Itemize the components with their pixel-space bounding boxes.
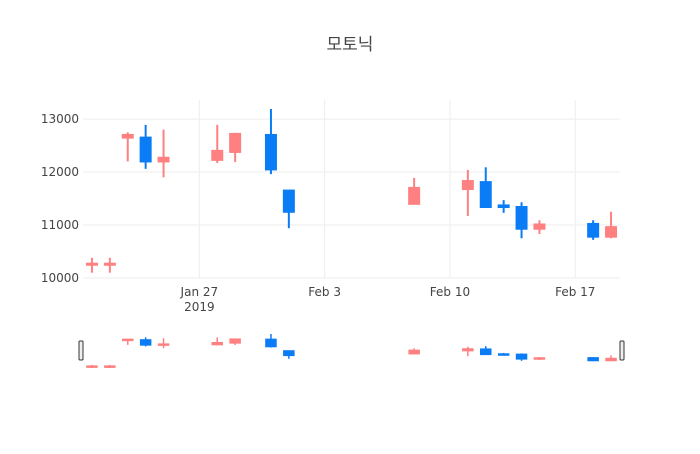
candle-body xyxy=(282,189,295,213)
range-slider xyxy=(83,332,620,370)
candle-body xyxy=(211,149,224,161)
x-tick-label-line: Feb 3 xyxy=(308,285,341,299)
x-tick-label-line: 2019 xyxy=(184,300,215,314)
candle-body xyxy=(480,348,492,356)
candle-body xyxy=(229,132,242,153)
range-handle[interactable] xyxy=(619,340,625,361)
candle-body xyxy=(283,350,295,357)
candle-body xyxy=(533,357,546,360)
range-handle[interactable] xyxy=(78,340,84,361)
candle-body xyxy=(497,353,510,356)
x-tick-label: Feb 10 xyxy=(430,285,470,299)
candle-body xyxy=(264,133,277,171)
candle-body xyxy=(515,353,528,360)
candle-body xyxy=(533,223,546,230)
candle-body xyxy=(462,348,474,352)
candle-body xyxy=(103,262,116,266)
x-tick-label: Jan 27 2019 xyxy=(180,285,219,314)
candle-body xyxy=(229,338,241,344)
candle-body xyxy=(605,226,618,238)
candle-body xyxy=(461,180,474,191)
candle-body xyxy=(139,136,152,163)
candle-body xyxy=(479,181,492,209)
candle-body xyxy=(515,206,528,230)
candle-body xyxy=(605,357,617,362)
candle-body xyxy=(122,338,134,342)
x-tick-label: Feb 17 xyxy=(555,285,595,299)
candle-body xyxy=(104,365,116,368)
y-tick-label: 10000 xyxy=(41,271,79,285)
x-tick-label-line: Feb 17 xyxy=(555,285,595,299)
y-tick-label: 12000 xyxy=(41,165,79,179)
chart-title: 모토닉 xyxy=(327,35,374,55)
candle-body xyxy=(85,262,98,266)
candle-body xyxy=(157,343,170,346)
candle-body xyxy=(587,222,600,238)
y-tick-label: 11000 xyxy=(41,218,79,232)
x-tick-label-line: Jan 27 xyxy=(180,285,219,299)
candle-body xyxy=(587,357,599,362)
candle-body xyxy=(139,339,152,346)
candle-body xyxy=(408,349,420,355)
candle-body xyxy=(121,133,134,139)
candle-body xyxy=(265,338,277,348)
candle-body xyxy=(408,186,421,205)
x-tick-label-line: Feb 10 xyxy=(430,285,470,299)
candle-body xyxy=(86,365,98,368)
candle-body xyxy=(157,156,170,163)
y-tick-label: 13000 xyxy=(41,112,79,126)
x-tick-label: Feb 3 xyxy=(308,285,341,299)
candle-body xyxy=(211,341,223,346)
candle-body xyxy=(497,204,510,209)
